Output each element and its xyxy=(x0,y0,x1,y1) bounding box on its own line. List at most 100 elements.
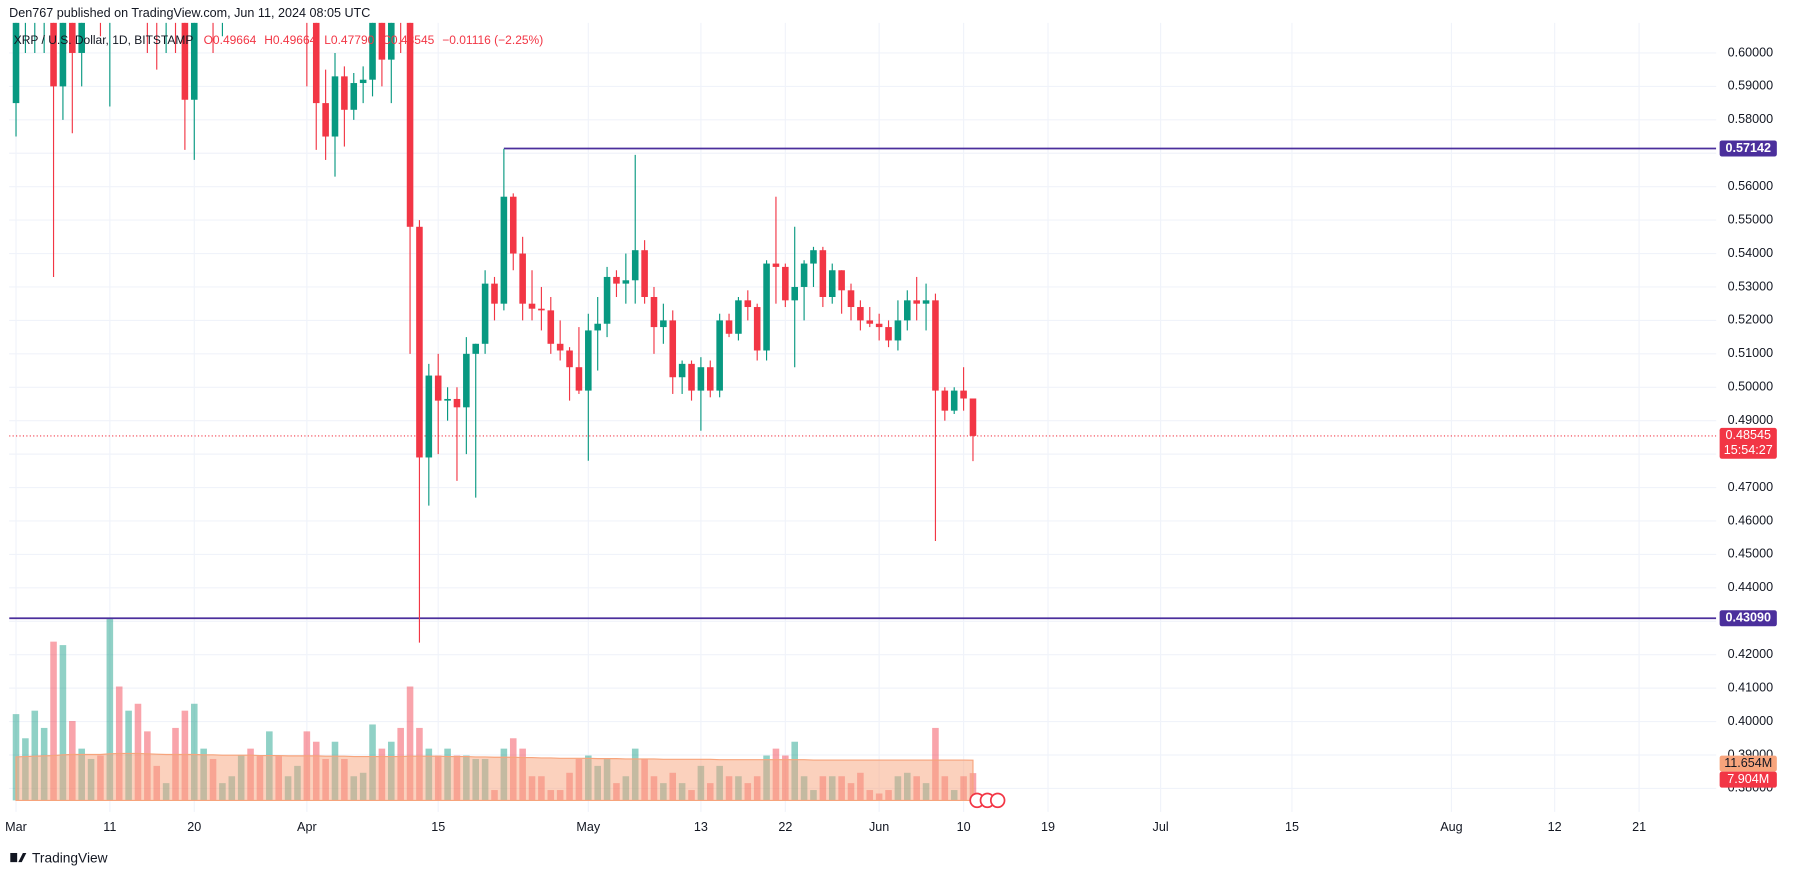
candle-body xyxy=(847,290,855,308)
candle-body xyxy=(566,350,573,368)
candle-body xyxy=(706,367,714,391)
candle-body xyxy=(341,76,348,110)
symbol: XRP / U.S. Dollar, 1D, BITSTAMP xyxy=(14,33,194,47)
candle-body xyxy=(725,320,733,334)
volume-bar xyxy=(406,686,414,801)
candle-body xyxy=(622,280,630,284)
y-tick-label: 0.52000 xyxy=(1728,313,1773,327)
candle-body xyxy=(791,286,798,301)
candle-body xyxy=(631,250,639,281)
level-label-box xyxy=(1719,610,1777,627)
volume-bar xyxy=(190,703,198,801)
candle-body xyxy=(369,22,376,80)
candle-body xyxy=(425,375,433,458)
candle-body xyxy=(613,276,620,284)
candle-body xyxy=(744,300,752,308)
candle-body xyxy=(913,300,920,304)
x-tick-label: 12 xyxy=(1548,820,1562,834)
x-tick-label: 19 xyxy=(1041,820,1055,834)
last-price-box xyxy=(1719,427,1777,459)
candle-body xyxy=(556,343,564,351)
candle-body xyxy=(763,263,770,351)
ohlc-open: O0.49664 xyxy=(204,33,257,47)
y-tick-label: 0.42000 xyxy=(1728,647,1773,661)
event-icon[interactable] xyxy=(989,792,1006,809)
y-tick-label: 0.58000 xyxy=(1728,112,1773,126)
ohlc-low: L0.47790 xyxy=(324,33,374,47)
y-tick-label: 0.53000 xyxy=(1728,279,1773,293)
y-tick-label: 0.51000 xyxy=(1728,346,1773,360)
plot-area xyxy=(9,22,1717,801)
candle-body xyxy=(50,22,57,87)
candle-body xyxy=(735,300,742,334)
volume-bar xyxy=(59,645,67,801)
y-tick-label: 0.50000 xyxy=(1728,380,1773,394)
y-tick-label: 0.40000 xyxy=(1728,714,1773,728)
volume-bar xyxy=(134,703,142,801)
candle-body xyxy=(359,79,367,84)
y-tick-label: 0.54000 xyxy=(1728,246,1773,260)
candle-body xyxy=(434,375,442,401)
volume-bar xyxy=(31,710,39,801)
candle-body xyxy=(575,367,583,391)
candle-body xyxy=(350,83,358,110)
y-tick-label: 0.59000 xyxy=(1728,79,1773,93)
candle-body xyxy=(378,22,386,60)
ohlc-high: H0.49664 xyxy=(264,33,316,47)
volume-bar xyxy=(50,641,57,801)
event-icons xyxy=(969,792,1006,809)
candle-body xyxy=(322,103,329,137)
candle-body xyxy=(782,266,789,301)
candle-body xyxy=(875,323,883,328)
ohlc-close: C0.48545 xyxy=(382,33,434,47)
volume-label: 7.904M xyxy=(1727,772,1769,786)
candle-body xyxy=(519,253,526,304)
candle-body xyxy=(12,22,20,104)
candle-body xyxy=(810,250,817,264)
level-label: 0.43090 xyxy=(1725,611,1770,625)
axes: 0.380000.390000.400000.410000.420000.430… xyxy=(5,45,1777,834)
candle-body xyxy=(716,320,723,391)
candle-body xyxy=(960,390,967,399)
candle-body xyxy=(857,307,864,321)
x-tick-label: Jul xyxy=(1153,820,1169,834)
volume-ma-label: 11.654M xyxy=(1724,756,1772,770)
candle-body xyxy=(547,310,555,344)
volume-bar xyxy=(106,617,114,801)
candle-body xyxy=(800,263,808,287)
candle-body xyxy=(453,398,461,408)
candle-body xyxy=(603,276,611,324)
x-tick-label: 11 xyxy=(103,820,116,834)
y-tick-label: 0.46000 xyxy=(1728,513,1773,527)
level-label: 0.57142 xyxy=(1725,141,1770,155)
y-tick-label: 0.49000 xyxy=(1728,413,1773,427)
candle-body xyxy=(481,283,489,344)
candle-body xyxy=(772,263,780,267)
candle-body xyxy=(969,398,977,436)
volume-box xyxy=(1719,771,1777,788)
ohlc-change: −0.01116 (−2.25%) xyxy=(442,33,543,47)
candle-body xyxy=(500,196,508,304)
candle-body xyxy=(885,327,892,341)
candle-body xyxy=(650,296,658,328)
x-tick-label: Apr xyxy=(297,820,317,834)
last-price-label: 0.48545 xyxy=(1725,428,1770,442)
y-tick-label: 0.41000 xyxy=(1728,680,1773,694)
candle-body xyxy=(491,283,498,304)
x-tick-label: Jun xyxy=(869,820,889,834)
candle-body xyxy=(444,398,451,401)
candle-body xyxy=(922,300,930,304)
candle-body xyxy=(69,22,76,53)
candle-body xyxy=(594,323,601,331)
y-tick-label: 0.47000 xyxy=(1728,480,1773,494)
candle-body xyxy=(585,330,592,391)
candle-body xyxy=(819,250,827,297)
x-tick-label: 21 xyxy=(1632,820,1646,834)
candle-body xyxy=(331,76,339,137)
header: Den767 published on TradingView.com, Jun… xyxy=(9,6,370,20)
candle-body xyxy=(660,320,667,328)
x-tick-label: 15 xyxy=(1285,820,1299,834)
x-tick-label: 15 xyxy=(431,820,445,834)
